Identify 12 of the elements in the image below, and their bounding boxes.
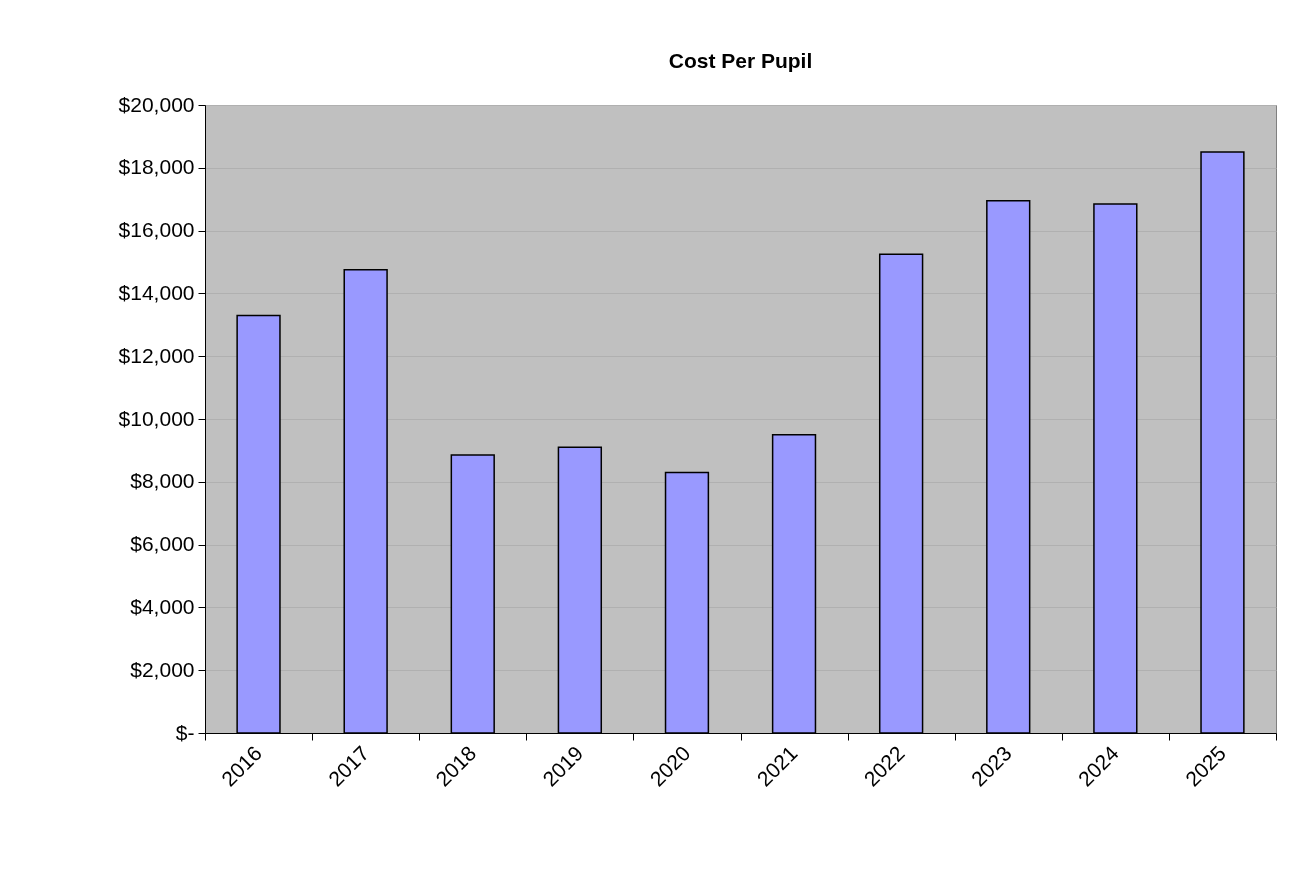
y-tick-label: $2,000 [130, 657, 195, 681]
y-tick-label: $6,000 [130, 532, 195, 556]
y-tick-label: $- [175, 720, 195, 744]
y-tick-label: $8,000 [130, 469, 195, 493]
chart-title: Cost Per Pupil [668, 49, 813, 72]
y-tick-label: $4,000 [130, 594, 195, 618]
y-tick-label: $10,000 [118, 406, 195, 430]
y-tick-label: $18,000 [118, 155, 195, 179]
y-tick-label: $16,000 [118, 218, 195, 242]
y-tick-label: $12,000 [118, 343, 195, 367]
y-tick-label: $14,000 [118, 280, 195, 304]
y-tick-label: $20,000 [118, 92, 195, 116]
